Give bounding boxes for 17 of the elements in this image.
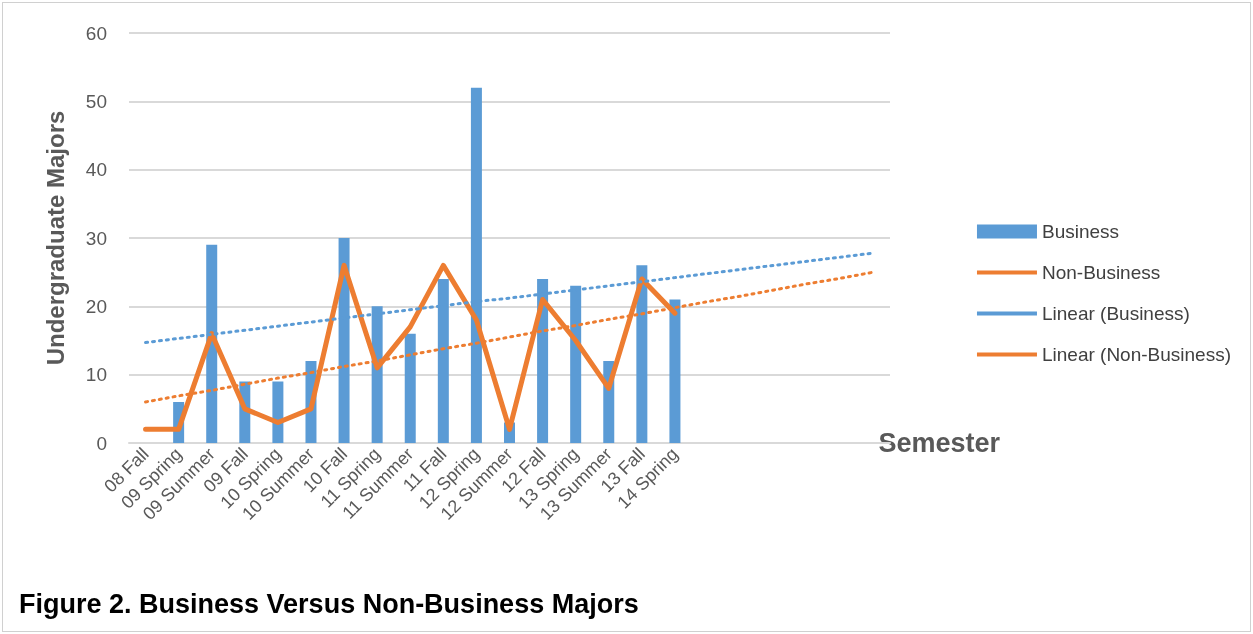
bar — [272, 381, 284, 443]
y-tick-label: 30 — [85, 227, 107, 249]
legend-label: Linear (Non-Business) — [1041, 344, 1232, 365]
y-tick-label: 40 — [85, 159, 107, 181]
y-tick-label: 0 — [96, 432, 107, 454]
y-axis-title: Undergraduate Majors — [41, 110, 69, 366]
text: Figure 2. Business Versus Non-Business Majors — [19, 589, 639, 620]
y-tick-label: 10 — [85, 364, 107, 386]
x-axis-title: Semester — [878, 428, 1001, 458]
bar — [404, 333, 416, 443]
legend-label: Linear (Business) — [1041, 303, 1190, 324]
y-tick-label: 20 — [85, 295, 107, 317]
bar — [669, 299, 681, 443]
legend-label: Non-Business — [1041, 262, 1161, 283]
legend-label: Business — [1041, 221, 1120, 242]
y-tick-label: 50 — [85, 90, 107, 112]
y-tick-label: 60 — [85, 22, 107, 44]
